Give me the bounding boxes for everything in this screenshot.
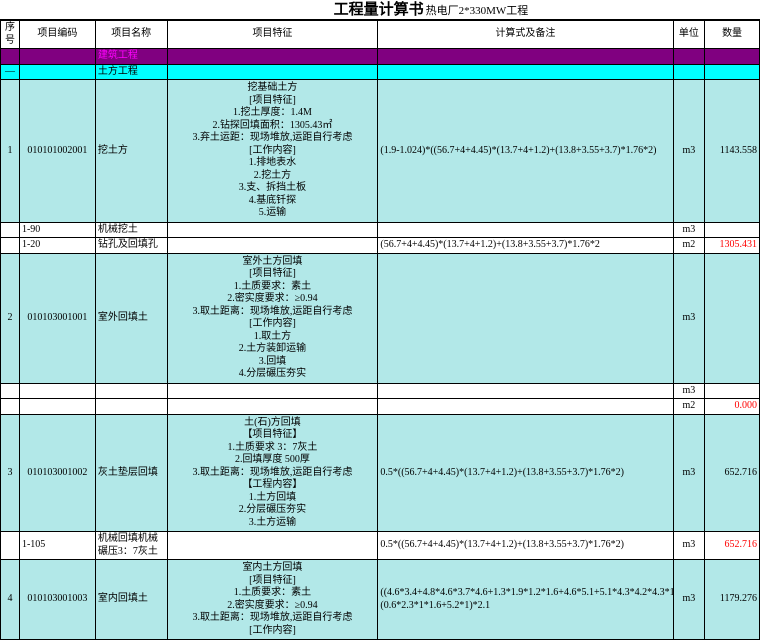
cell-unit: m3 (673, 560, 705, 640)
cell-name: 机械挖土 (95, 222, 167, 238)
table-row: m2 0.000 (1, 399, 760, 415)
cell-calc: 0.5*((56.7+4+4.45)*(13.7+4+1.2)+(13.8+3.… (378, 532, 673, 560)
cell-code: 1-20 (19, 238, 95, 254)
col-calc: 计算式及备注 (378, 21, 673, 49)
group-row: 建筑工程 (1, 49, 760, 65)
cell-unit: m3 (673, 80, 705, 223)
table-row: 1-20 钻孔及回填孔 (56.7+4+4.45)*(13.7+4+1.2)+(… (1, 238, 760, 254)
table-row: 1 010101002001 挖土方 挖基础土方 [项目特征] 1.挖土厚度：1… (1, 80, 760, 223)
cell-seq: 3 (1, 414, 20, 532)
cell-feature: 土(石)方回填 【项目特征】 1.土质要求 3：7灰土 2.回填厚度 500厚 … (167, 414, 378, 532)
cell-code: 1-90 (19, 222, 95, 238)
header-row: 序号 项目编码 项目名称 项目特征 计算式及备注 单位 数量 (1, 21, 760, 49)
col-unit: 单位 (673, 21, 705, 49)
cell-name: 挖土方 (95, 80, 167, 223)
cell-unit: m2 (673, 238, 705, 254)
cell-unit: m2 (673, 399, 705, 415)
table-row: 1-105 机械回填机械碾压3：7灰土 0.5*((56.7+4+4.45)*(… (1, 532, 760, 560)
section-name: 土方工程 (95, 64, 167, 80)
cell-code: 1-105 (19, 532, 95, 560)
cell-qty: 1305.431 (705, 238, 760, 254)
cell-qty: 652.716 (705, 414, 760, 532)
page-title-main: 工程量计算书 (0, 0, 426, 19)
cell-calc: (56.7+4+4.45)*(13.7+4+1.2)+(13.8+3.55+3.… (378, 238, 673, 254)
table-row: m3 (1, 383, 760, 399)
cell-calc: (1.9-1.024)*((56.7+4+4.45)*(13.7+4+1.2)+… (378, 80, 673, 223)
cell-qty: 652.716 (705, 532, 760, 560)
cell-seq: 4 (1, 560, 20, 640)
cell-unit: m3 (673, 253, 705, 383)
group-label: 建筑工程 (95, 49, 167, 65)
cell-feature: 挖基础土方 [项目特征] 1.挖土厚度：1.4M 2.钻探回填面积：1305.4… (167, 80, 378, 223)
col-name: 项目名称 (95, 21, 167, 49)
cell-unit: m3 (673, 532, 705, 560)
section-row: — 土方工程 (1, 64, 760, 80)
cell-name: 机械回填机械碾压3：7灰土 (95, 532, 167, 560)
cell-name: 室内回填土 (95, 560, 167, 640)
section-seq: — (1, 64, 20, 80)
table-row: 3 010103001002 灰土垫层回填 土(石)方回填 【项目特征】 1.土… (1, 414, 760, 532)
cell-qty: 0.000 (705, 399, 760, 415)
page-title-sub: 热电厂2*330MW工程 (426, 2, 760, 19)
cell-unit: m3 (673, 222, 705, 238)
cell-code: 010103001003 (19, 560, 95, 640)
cell-qty: 1143.558 (705, 80, 760, 223)
cell-calc: 0.5*((56.7+4+4.45)*(13.7+4+1.2)+(13.8+3.… (378, 414, 673, 532)
cell-code: 010103001001 (19, 253, 95, 383)
quantity-table: 序号 项目编码 项目名称 项目特征 计算式及备注 单位 数量 建筑工程 — 土方… (0, 20, 760, 640)
col-qty: 数量 (705, 21, 760, 49)
cell-code: 010101002001 (19, 80, 95, 223)
cell-name: 钻孔及回填孔 (95, 238, 167, 254)
table-row: 2 010103001001 室外回填土 室外土方回填 [项目特征] 1.土质要… (1, 253, 760, 383)
cell-calc: ((4.6*3.4+4.8*4.6*3.7*4.6+1.3*1.9*1.2*1.… (378, 560, 673, 640)
cell-qty: 1179.276 (705, 560, 760, 640)
cell-seq: 2 (1, 253, 20, 383)
cell-name: 室外回填土 (95, 253, 167, 383)
cell-name: 灰土垫层回填 (95, 414, 167, 532)
cell-code: 010103001002 (19, 414, 95, 532)
table-row: 1-90 机械挖土 m3 (1, 222, 760, 238)
cell-unit: m3 (673, 383, 705, 399)
cell-feature: 室外土方回填 [项目特征] 1.土质要求：素土 2.密实度要求：≥0.94 3.… (167, 253, 378, 383)
cell-unit: m3 (673, 414, 705, 532)
table-row: 4 010103001003 室内回填土 室内土方回填 [项目特征] 1.土质要… (1, 560, 760, 640)
cell-seq: 1 (1, 80, 20, 223)
cell-feature: 室内土方回填 [项目特征] 1.土质要求：素土 2.密实度要求：≥0.94 3.… (167, 560, 378, 640)
col-seq: 序号 (1, 21, 20, 49)
col-feat: 项目特征 (167, 21, 378, 49)
col-code: 项目编码 (19, 21, 95, 49)
